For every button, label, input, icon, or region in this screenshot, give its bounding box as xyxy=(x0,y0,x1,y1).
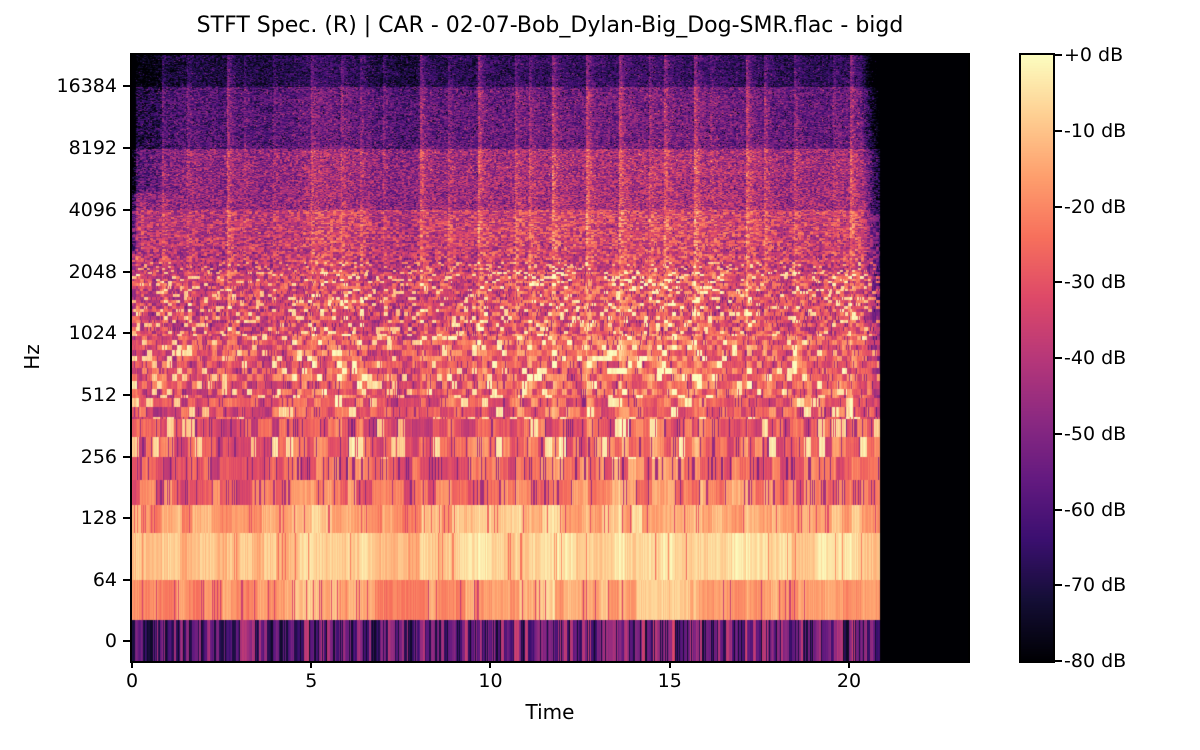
y-tick-label: 8192 xyxy=(68,137,117,160)
y-tick xyxy=(123,517,130,520)
y-tick xyxy=(123,85,130,88)
y-tick-label: 4096 xyxy=(68,198,117,221)
y-tick xyxy=(123,640,130,643)
x-axis-label: Time xyxy=(525,700,575,724)
colorbar-tick xyxy=(1055,508,1062,511)
colorbar-tick xyxy=(1055,660,1062,662)
x-tick-label: 0 xyxy=(125,670,139,692)
y-tick xyxy=(123,393,130,396)
y-tick-label: 16384 xyxy=(56,75,117,98)
colorbar-tick-label: -20 dB xyxy=(1064,195,1127,218)
colorbar-tick-label: -60 dB xyxy=(1064,498,1127,521)
colorbar-gradient xyxy=(1021,55,1053,661)
colorbar-tick-label: -40 dB xyxy=(1064,347,1127,369)
y-tick xyxy=(123,332,130,335)
x-tick-label: 15 xyxy=(657,670,682,692)
y-tick xyxy=(123,147,130,150)
spectrogram-heatmap xyxy=(132,55,968,661)
y-tick-label: 128 xyxy=(80,507,117,530)
chart-title: STFT Spec. (R) | CAR - 02-07-Bob_Dylan-B… xyxy=(196,13,904,38)
x-tick xyxy=(668,661,671,668)
colorbar-tick-label: -70 dB xyxy=(1064,574,1127,597)
y-tick xyxy=(123,270,130,273)
colorbar-tick xyxy=(1055,54,1062,56)
y-tick-label: 64 xyxy=(92,569,117,591)
colorbar-tick-label: +0 dB xyxy=(1064,44,1124,66)
y-tick-label: 512 xyxy=(80,383,117,406)
colorbar-tick xyxy=(1055,281,1062,284)
colorbar-tick xyxy=(1055,129,1062,132)
colorbar-tick xyxy=(1055,584,1062,587)
y-axis-label: Hz xyxy=(20,344,44,370)
colorbar-tick-label: -80 dB xyxy=(1064,650,1127,672)
y-tick-label: 1024 xyxy=(68,322,117,345)
colorbar-tick-label: -30 dB xyxy=(1064,271,1127,294)
colorbar-tick-label: -50 dB xyxy=(1064,422,1127,445)
colorbar-tick xyxy=(1055,357,1062,359)
x-tick xyxy=(489,661,492,668)
y-tick-label: 0 xyxy=(104,630,117,653)
x-tick-label: 10 xyxy=(478,670,503,692)
colorbar-tick-label: -10 dB xyxy=(1064,119,1127,142)
y-tick xyxy=(123,579,130,581)
x-tick-label: 5 xyxy=(305,670,318,692)
x-tick xyxy=(847,661,850,668)
x-tick xyxy=(310,661,313,668)
y-tick xyxy=(123,208,130,211)
y-tick xyxy=(123,455,130,458)
colorbar-tick xyxy=(1055,205,1062,208)
colorbar-tick xyxy=(1055,432,1062,435)
y-tick-label: 256 xyxy=(80,445,117,468)
x-tick-label: 20 xyxy=(836,670,862,692)
y-tick-label: 2048 xyxy=(68,260,117,283)
x-tick xyxy=(131,661,133,668)
